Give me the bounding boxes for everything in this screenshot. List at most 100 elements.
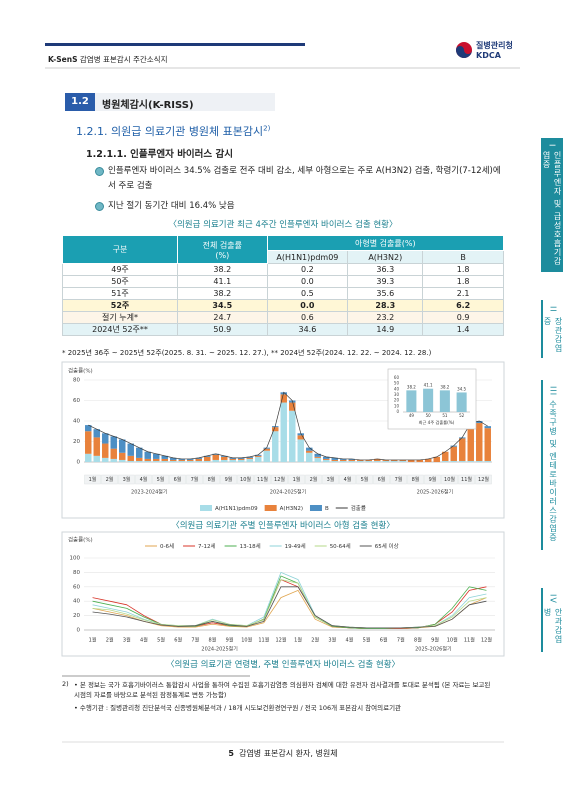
bar-segment xyxy=(408,459,415,462)
bar-segment xyxy=(357,460,364,462)
bar-segment xyxy=(85,453,92,462)
month-box xyxy=(390,474,407,485)
bar-segment xyxy=(416,459,423,462)
bar-segment xyxy=(144,458,151,461)
x-tick-label: 10월 xyxy=(240,476,251,483)
age-line xyxy=(92,586,487,629)
legend-label: B xyxy=(325,506,329,512)
bar-segment xyxy=(187,460,194,462)
bar-segment xyxy=(178,458,185,460)
legend-label: A(H1N1)pdm09 xyxy=(215,506,258,512)
table-subheader: A(H3N2) xyxy=(347,250,424,264)
season-label: 2025-2026절기 xyxy=(415,646,451,653)
x-tick-label: 4월 xyxy=(140,637,148,644)
y-tick-label: 50 xyxy=(394,381,400,386)
y-tick-label: 60 xyxy=(394,375,400,380)
bar-segment xyxy=(450,445,457,447)
bar-segment xyxy=(212,459,219,462)
figure-caption: 〈의원급 의료기관 주별 인플루엔자 바이러스 아형 검출 현황〉 xyxy=(171,521,395,531)
month-box xyxy=(101,474,118,485)
bar-segment xyxy=(229,457,236,459)
bar-segment xyxy=(459,437,466,439)
month-box xyxy=(407,474,424,485)
season-label: 2023-2024절기 xyxy=(131,489,167,496)
bar-segment xyxy=(161,460,168,462)
table-cell: 0.2 xyxy=(266,263,349,276)
table-cell: 1.4 xyxy=(422,323,504,336)
table-cell: 41.1 xyxy=(177,275,268,288)
inset-bar xyxy=(406,390,417,412)
brand: K-SenS xyxy=(48,55,78,64)
bar-segment xyxy=(153,460,160,462)
bar-segment xyxy=(467,425,474,461)
bar-segment xyxy=(110,458,117,462)
bar-segment xyxy=(450,460,457,462)
bar-segment xyxy=(255,455,262,457)
x-tick-label: 2월 xyxy=(311,637,319,644)
bar-segment xyxy=(340,458,347,460)
figure-frame xyxy=(61,531,505,657)
note-ref: 2) xyxy=(263,124,271,133)
x-tick-label: 4월 xyxy=(346,637,354,644)
bullet-icon xyxy=(95,202,104,211)
inset-x-label: 51 xyxy=(442,413,448,418)
header-bar xyxy=(45,43,305,46)
month-box xyxy=(458,474,475,485)
bar-segment xyxy=(348,459,355,461)
bar-segment xyxy=(212,454,219,460)
table-cell: 2.1 xyxy=(422,287,504,300)
bar-segment xyxy=(476,421,483,424)
bar-segment xyxy=(391,459,398,461)
table-header: 구분 xyxy=(61,235,179,264)
bar-segment xyxy=(238,459,245,462)
inset-title: 최근 4주 검출률(%) xyxy=(419,419,455,426)
month-box xyxy=(475,474,492,485)
table-cell: 1.8 xyxy=(422,263,504,276)
x-tick-label: 7월 xyxy=(397,637,405,644)
bar-segment xyxy=(314,453,321,457)
bar-segment xyxy=(306,450,313,453)
x-tick-label: 6월 xyxy=(174,476,182,483)
table-cell: 0.6 xyxy=(266,311,349,324)
legend-swatch xyxy=(309,505,322,511)
month-box xyxy=(322,474,339,485)
bar-segment xyxy=(246,458,253,462)
bar-segment xyxy=(229,459,236,462)
bar-segment xyxy=(195,458,202,461)
bar-segment xyxy=(263,447,270,449)
bar-segment xyxy=(238,458,245,460)
inset-bar xyxy=(456,392,467,412)
legend-label: A(H3N2) xyxy=(280,506,303,512)
y-tick-label: 100 xyxy=(70,556,81,562)
y-tick-label: 40 xyxy=(73,599,80,605)
bar-segment xyxy=(442,451,449,461)
bar-segment xyxy=(374,460,381,462)
bar-segment xyxy=(102,443,109,458)
table-body: 구분 전체 검출률 (%) 아형별 검출률(%) A(H1N1)pdm09 A(H3N2… xyxy=(61,235,505,336)
bar-segment xyxy=(467,460,474,462)
bar-segment xyxy=(255,454,262,456)
bar-segment xyxy=(399,460,406,462)
month-box xyxy=(152,474,169,485)
bar-segment xyxy=(246,457,253,459)
x-tick-label: 3월 xyxy=(328,637,336,644)
month-box xyxy=(373,474,390,485)
table-cell: 0.0 xyxy=(266,275,349,288)
x-tick-label: 6월 xyxy=(378,476,386,483)
bar-segment xyxy=(221,456,228,460)
inset-bar xyxy=(423,388,434,412)
bar-segment xyxy=(348,460,355,462)
bar-segment xyxy=(272,431,279,462)
month-box xyxy=(424,474,441,485)
bar-segment xyxy=(459,460,466,462)
x-tick-label: 9월 xyxy=(225,476,233,483)
side-tab-numeral: II xyxy=(548,306,558,313)
bar-segment xyxy=(204,460,211,462)
legend-label: 19-49세 xyxy=(285,542,306,550)
table-cell: 2024년 52주** xyxy=(61,323,179,336)
bar-segment xyxy=(476,460,483,462)
bar-segment xyxy=(170,460,177,462)
x-tick-label: 6월 xyxy=(174,637,182,644)
table-cell: 23.2 xyxy=(347,311,424,324)
legend-label: 65세 이상 xyxy=(375,542,399,550)
